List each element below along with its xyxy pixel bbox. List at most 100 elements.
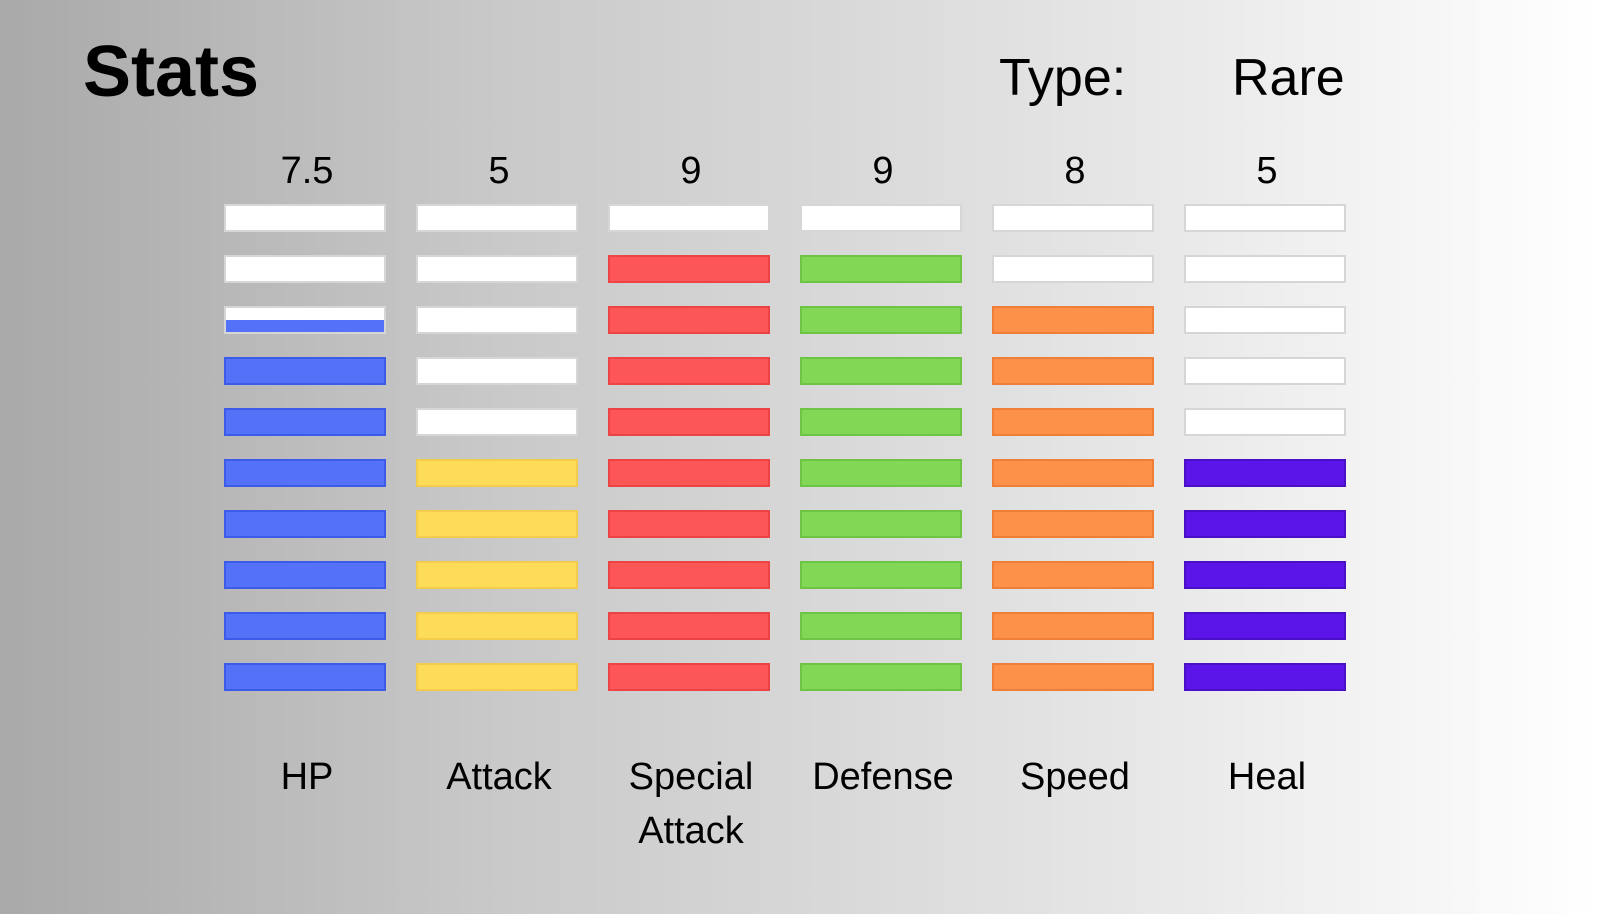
stat-segment xyxy=(992,306,1154,334)
stat-name: Speed xyxy=(1020,756,1130,798)
stat-segment xyxy=(224,459,386,487)
stat-segment-fill xyxy=(994,308,1152,332)
stat-segment xyxy=(608,561,770,589)
stat-segment-fill xyxy=(610,359,768,383)
stat-segment-fill xyxy=(226,359,384,383)
stat-segment xyxy=(416,510,578,538)
stat-segment xyxy=(1184,459,1346,487)
stat-value: 9 xyxy=(680,150,702,192)
stat-segment-fill xyxy=(1186,512,1344,536)
stat-segment-fill xyxy=(610,308,768,332)
stat-name: Heal xyxy=(1227,756,1307,798)
stat-segment-fill xyxy=(226,410,384,434)
stat-segment xyxy=(224,561,386,589)
stat-name: Defense xyxy=(812,756,954,798)
stat-segment xyxy=(1184,408,1346,436)
stat-segment-fill xyxy=(1186,614,1344,638)
stat-segment xyxy=(800,561,962,589)
stat-column: 9 Special Attack xyxy=(608,0,774,914)
stat-segment xyxy=(992,561,1154,589)
stat-segment-fill xyxy=(226,614,384,638)
stat-segment xyxy=(1184,306,1346,334)
stat-segment xyxy=(1184,204,1346,232)
stat-segment xyxy=(608,510,770,538)
stat-segment-fill xyxy=(418,665,576,689)
stat-segment xyxy=(416,459,578,487)
stat-segment xyxy=(800,408,962,436)
stat-segment xyxy=(224,306,386,334)
stat-segment-fill xyxy=(226,512,384,536)
stat-segment-fill xyxy=(802,257,960,281)
stat-segment-fill xyxy=(418,461,576,485)
stat-segment xyxy=(800,357,962,385)
stat-segment-fill xyxy=(610,461,768,485)
stat-segment-fill xyxy=(802,512,960,536)
stat-segment xyxy=(1184,357,1346,385)
stat-segment-fill xyxy=(802,410,960,434)
stat-segment-fill xyxy=(994,410,1152,434)
stat-name: Attack xyxy=(446,756,552,798)
stat-segment-fill xyxy=(994,359,1152,383)
stat-segment xyxy=(800,255,962,283)
stat-segment xyxy=(416,255,578,283)
stat-segment-fill xyxy=(1186,563,1344,587)
stat-segment-fill xyxy=(610,512,768,536)
stat-column: 7.5 HP xyxy=(224,0,390,914)
stat-name: HP xyxy=(280,756,334,798)
stat-segment-fill xyxy=(802,461,960,485)
stat-segment xyxy=(800,663,962,691)
stat-segment xyxy=(992,204,1154,232)
stat-segment xyxy=(992,663,1154,691)
stat-segment xyxy=(608,255,770,283)
stat-segment xyxy=(800,204,962,232)
stat-segment xyxy=(800,306,962,334)
stat-column: 5 Attack xyxy=(416,0,582,914)
stat-segment xyxy=(992,408,1154,436)
stat-segment xyxy=(992,255,1154,283)
stat-segment xyxy=(224,663,386,691)
stat-segment-fill xyxy=(802,563,960,587)
stat-segment xyxy=(1184,255,1346,283)
stat-segment xyxy=(224,204,386,232)
stat-segment xyxy=(608,663,770,691)
stat-segment-fill xyxy=(418,614,576,638)
stat-segment xyxy=(224,612,386,640)
stat-segment-fill xyxy=(610,410,768,434)
stat-segment xyxy=(608,204,770,232)
stat-segment xyxy=(416,357,578,385)
stat-value: 9 xyxy=(872,150,894,192)
stat-segment xyxy=(800,612,962,640)
stat-segment xyxy=(416,204,578,232)
stat-segment xyxy=(1184,510,1346,538)
stat-segment-fill xyxy=(610,257,768,281)
stat-column: 5 Heal xyxy=(1184,0,1350,914)
stat-segment xyxy=(800,459,962,487)
stat-segment-fill xyxy=(994,563,1152,587)
stat-segment xyxy=(992,510,1154,538)
stat-segment-fill xyxy=(610,665,768,689)
stat-segment xyxy=(416,612,578,640)
stat-segment-fill xyxy=(418,563,576,587)
stat-segment xyxy=(416,408,578,436)
stat-segment-fill xyxy=(226,320,384,332)
stat-value: 8 xyxy=(1064,150,1086,192)
stat-segment-fill xyxy=(994,461,1152,485)
stat-segment xyxy=(608,408,770,436)
stat-segment-fill xyxy=(802,359,960,383)
stat-segment xyxy=(800,510,962,538)
stat-segment-fill xyxy=(994,512,1152,536)
stat-segment xyxy=(992,612,1154,640)
stat-segment xyxy=(416,663,578,691)
stat-segment-fill xyxy=(802,665,960,689)
stat-segment xyxy=(608,459,770,487)
stat-segment xyxy=(992,357,1154,385)
stat-segment xyxy=(1184,612,1346,640)
stat-value: 7.5 xyxy=(280,150,334,192)
stat-value: 5 xyxy=(1256,150,1278,192)
stat-segment xyxy=(224,255,386,283)
stat-segment-fill xyxy=(226,665,384,689)
stat-segment-fill xyxy=(610,614,768,638)
stat-segment xyxy=(416,561,578,589)
stat-segment xyxy=(224,408,386,436)
stat-segment xyxy=(608,612,770,640)
